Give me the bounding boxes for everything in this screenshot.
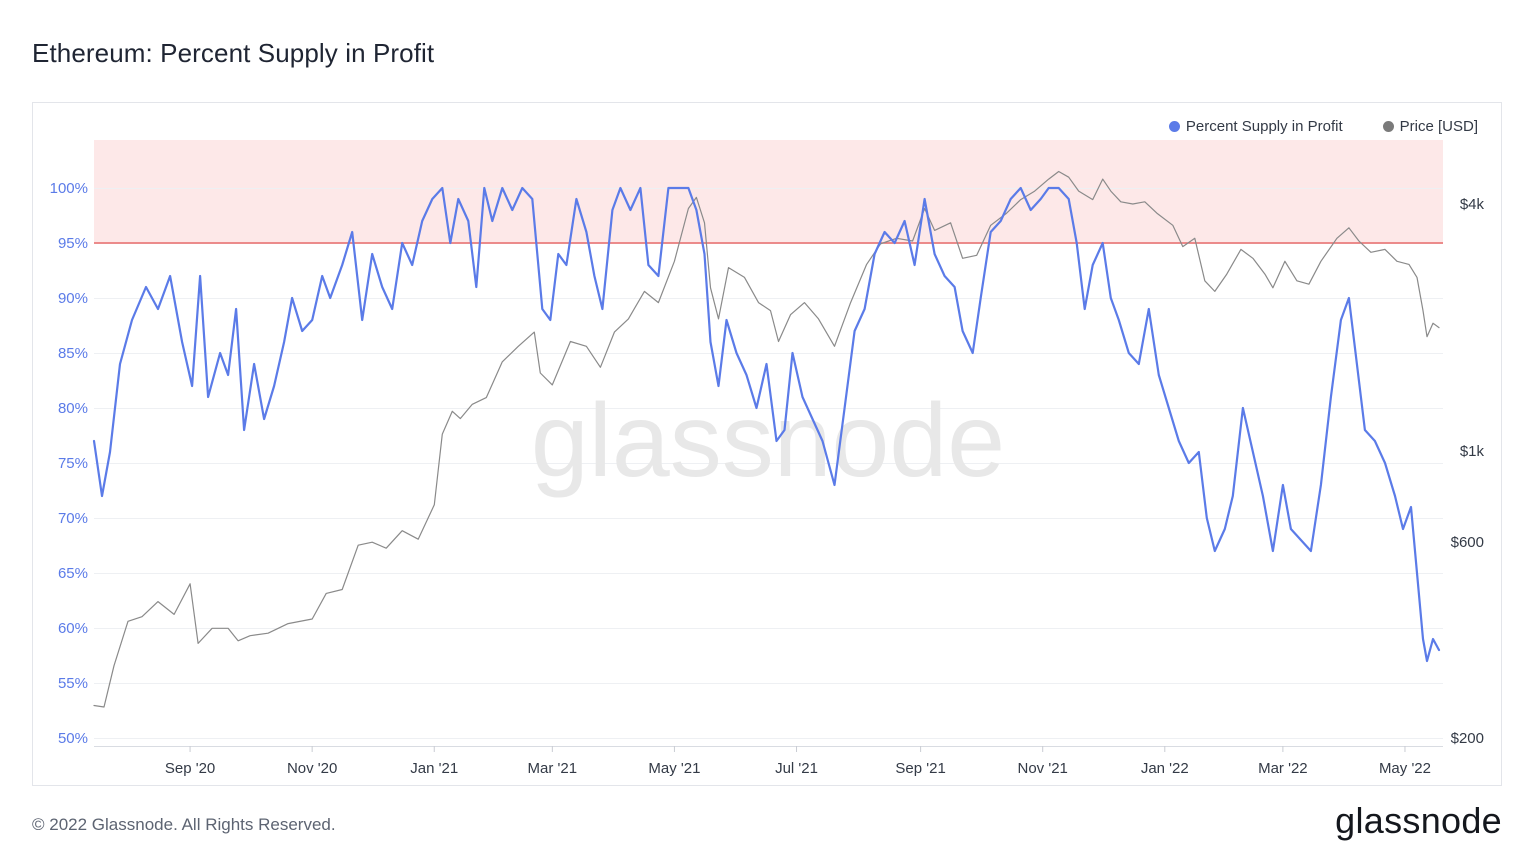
left-tick-label: 70% [58,510,88,527]
footer-logo[interactable]: glassnode [1335,800,1502,841]
x-tick-label: Jul '21 [775,760,818,777]
x-tick-label: Mar '22 [1258,760,1308,777]
x-tick-label: May '22 [1379,760,1431,777]
legend-label-supply: Percent Supply in Profit [1185,118,1343,135]
supply-layer [92,186,1441,663]
x-tick-label: Mar '21 [528,760,578,777]
profit-band [94,140,1443,243]
left-axis: 50% 55% 60% 65% 70% 75% 80% 85% 90% 95% 100% [50,180,88,747]
x-axis: Sep '20 Nov '20 Jan '21 Mar '21 May '21 Jul '… [165,746,1431,777]
supply-in-profit-line [92,186,1441,663]
x-tick-label: Jan '22 [1141,760,1189,777]
x-tick-label: Nov '21 [1018,760,1068,777]
legend: Percent Supply in Profit Price [USD] [1168,118,1478,135]
left-tick-label: 95% [58,235,88,252]
x-tick-label: Sep '21 [895,760,945,777]
legend-dot-price [1382,121,1394,132]
left-tick-label: 100% [50,180,88,197]
left-tick-label: 80% [58,400,88,417]
price-layer [93,170,1440,708]
left-tick-label: 65% [58,565,88,582]
legend-item-supply[interactable]: Percent Supply in Profit [1168,118,1343,135]
left-tick-label: 55% [58,675,88,692]
watermark: glassnode [531,383,1005,499]
price-line [93,170,1440,708]
legend-item-price[interactable]: Price [USD] [1382,118,1478,135]
x-tick-label: May '21 [648,760,700,777]
x-tick-label: Sep '20 [165,760,215,777]
left-tick-label: 75% [58,455,88,472]
right-tick-label: $4k [1460,196,1485,213]
right-tick-label: $600 [1451,534,1484,551]
x-tick-label: Jan '21 [410,760,458,777]
footer-copyright: © 2022 Glassnode. All Rights Reserved. [32,815,336,834]
grid-layer [94,188,1443,747]
left-tick-label: 50% [58,730,88,747]
left-tick-label: 60% [58,620,88,637]
right-tick-label: $1k [1460,443,1485,460]
right-axis: $200 $600 $1k $4k [1451,196,1485,747]
legend-dot-supply [1168,121,1180,132]
legend-label-price: Price [USD] [1399,118,1478,135]
right-tick-label: $200 [1451,730,1484,747]
chart-title: Ethereum: Percent Supply in Profit [32,38,435,68]
band-layer [94,140,1443,243]
x-tick-label: Nov '20 [287,760,337,777]
left-tick-label: 90% [58,290,88,307]
left-tick-label: 85% [58,345,88,362]
